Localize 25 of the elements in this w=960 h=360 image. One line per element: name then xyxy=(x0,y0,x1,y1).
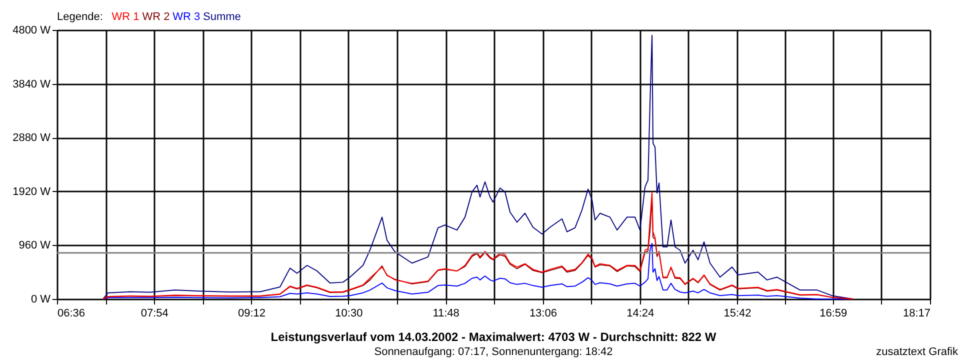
x-tick-label: 13:06 xyxy=(529,308,557,320)
y-tick-label: 2880 W xyxy=(12,132,52,144)
x-tick-label: 10:30 xyxy=(335,308,363,320)
x-tick-label: 15:42 xyxy=(724,308,752,320)
text: Leistungsverlauf vom 14.03.2002 - Maximalwert: 4703 W - Durchschnitt: 822 W xyxy=(270,330,717,344)
x-tick-label: 16:59 xyxy=(820,308,848,320)
y-tick-label: 4800 W xyxy=(12,24,52,36)
x-tick-label: 18:17 xyxy=(902,308,930,320)
text: Sonnenaufgang: 07:17, Sonnenuntergang: 18:42 xyxy=(374,346,613,358)
x-tick-label: 07:54 xyxy=(140,308,168,320)
y-tick-label: 1920 W xyxy=(12,186,52,198)
line-series xyxy=(102,34,854,300)
y-tick-label: 0 W xyxy=(30,294,52,306)
x-tick-label: 09:12 xyxy=(238,308,266,320)
y-tick-label: 960 W xyxy=(18,240,52,252)
text: WR 1 xyxy=(112,11,140,23)
x-tick-label: 11:48 xyxy=(432,308,460,320)
text: WR 2 xyxy=(142,11,170,23)
text: Summe xyxy=(203,11,241,23)
text: WR 3 xyxy=(172,11,200,23)
y-tick-label: 3840 W xyxy=(12,78,52,90)
x-tick-label: 06:36 xyxy=(58,308,86,320)
text: zusatztext Grafik xyxy=(876,346,958,358)
x-tick-label: 14:24 xyxy=(626,308,654,320)
legend-title: Legende: xyxy=(57,11,103,23)
